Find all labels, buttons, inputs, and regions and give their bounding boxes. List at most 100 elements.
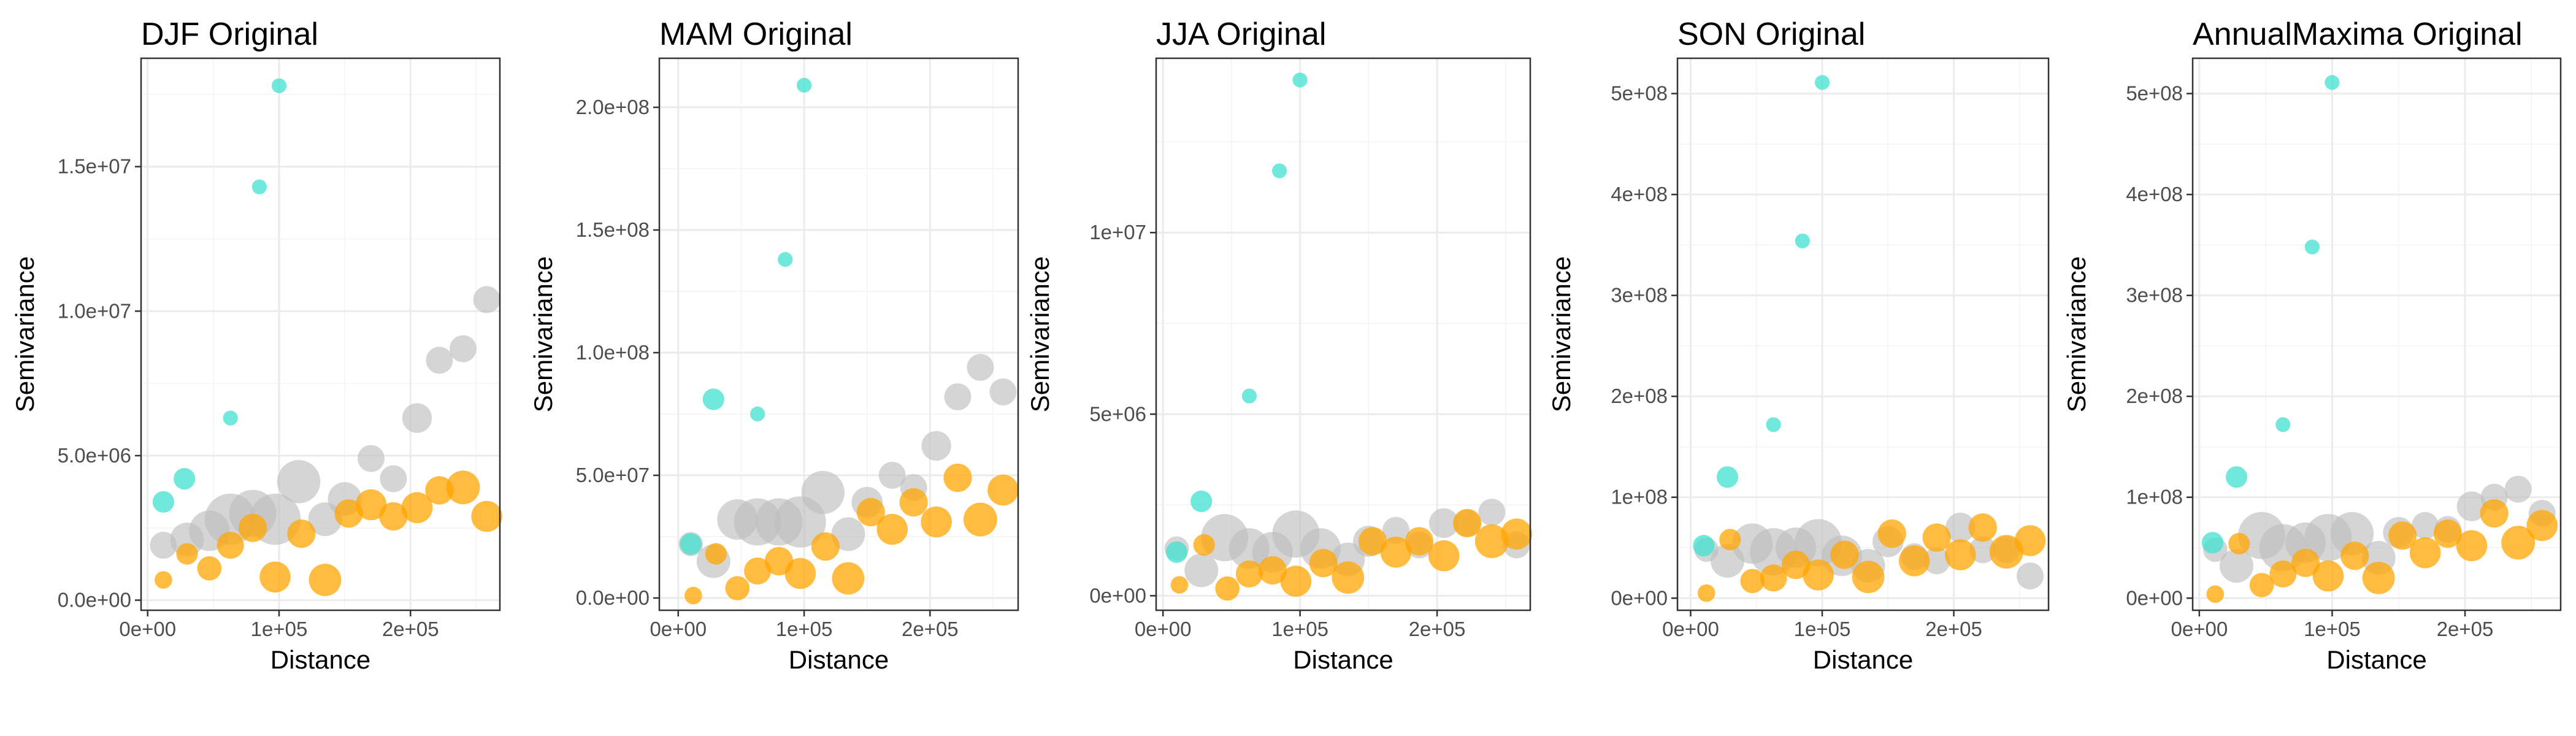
orange-data-point: [217, 532, 244, 559]
y-tick-label: 0.0e+00: [58, 589, 131, 611]
panel-title: MAM Original: [659, 17, 853, 52]
orange-data-point: [963, 502, 997, 537]
orange-data-point: [1782, 550, 1811, 580]
grey-data-point: [967, 354, 994, 381]
cyan-data-point: [271, 78, 287, 93]
x-axis-title: Distance: [789, 645, 889, 674]
y-tick-label: 4e+08: [1611, 183, 1668, 205]
orange-data-point: [446, 470, 480, 505]
y-tick-label: 1.0e+08: [576, 341, 650, 364]
cyan-data-point: [1292, 72, 1308, 88]
x-tick-label: 1e+05: [251, 618, 308, 640]
cyan-data-point: [2275, 417, 2291, 432]
orange-data-point: [784, 558, 816, 589]
orange-data-point: [2388, 521, 2417, 550]
grey-data-point: [1945, 512, 1976, 543]
grey-data-point: [402, 403, 432, 433]
grey-data-point: [2220, 549, 2253, 583]
orange-data-point: [1235, 560, 1263, 588]
cyan-data-point: [680, 533, 702, 555]
panel-border: [1676, 57, 2050, 611]
grey-data-point: [473, 286, 500, 313]
cyan-data-point: [797, 77, 812, 93]
orange-data-point: [379, 502, 408, 531]
y-tick-label: 4e+08: [2126, 183, 2183, 205]
orange-data-point: [471, 500, 502, 532]
orange-data-point: [876, 513, 908, 545]
x-tick-label: 1e+05: [2304, 618, 2361, 640]
grey-data-point: [1429, 508, 1459, 539]
grey-data-point: [2017, 562, 2044, 590]
orange-data-point: [2312, 560, 2344, 592]
orange-data-point: [2291, 548, 2320, 577]
x-tick-label: 1e+05: [1794, 618, 1851, 640]
x-tick-label: 1e+05: [1271, 618, 1328, 640]
y-tick-label: 0e+00: [2126, 586, 2183, 609]
orange-data-point: [2480, 499, 2509, 528]
y-tick-label: 0e+00: [1611, 586, 1668, 609]
orange-data-point: [239, 513, 267, 542]
panel-border: [2191, 57, 2562, 611]
orange-data-point: [1358, 527, 1387, 556]
orange-data-point: [2206, 585, 2225, 603]
orange-data-point: [2456, 530, 2488, 561]
cyan-data-point: [750, 406, 765, 422]
orange-data-point: [309, 564, 342, 596]
y-axis-title: Semivariance: [529, 256, 558, 412]
cyan-data-point: [1693, 535, 1715, 557]
grey-data-point: [380, 465, 407, 493]
y-tick-label: 1e+07: [1089, 221, 1146, 243]
orange-data-point: [1830, 540, 1859, 569]
cyan-data-point: [2304, 239, 2320, 255]
y-tick-label: 2e+08: [1611, 385, 1668, 407]
cyan-data-point: [1190, 490, 1213, 513]
orange-data-point: [425, 476, 454, 505]
orange-data-point: [1945, 539, 1976, 570]
orange-data-point: [684, 586, 702, 605]
x-tick-label: 0e+00: [119, 618, 176, 640]
y-axis-title: Semivariance: [1025, 256, 1054, 412]
orange-data-point: [1428, 540, 1460, 572]
cyan-data-point: [2325, 75, 2340, 90]
orange-data-point: [176, 543, 198, 565]
cyan-data-point: [1272, 163, 1287, 178]
orange-data-point: [1332, 561, 1365, 594]
y-tick-label: 5e+08: [2126, 82, 2183, 105]
grey-data-point: [989, 378, 1017, 405]
x-tick-label: 2e+05: [902, 618, 959, 640]
grey-data-point: [2456, 491, 2487, 521]
orange-data-point: [705, 543, 727, 565]
y-tick-label: 1.5e+08: [576, 218, 650, 241]
orange-data-point: [1697, 584, 1715, 602]
orange-data-point: [2501, 526, 2536, 560]
cyan-data-point: [1241, 388, 1257, 404]
orange-data-point: [2269, 560, 2297, 588]
orange-data-point: [744, 558, 772, 585]
y-tick-label: 2e+08: [2126, 385, 2183, 407]
orange-data-point: [1968, 513, 1997, 542]
orange-data-point: [856, 497, 885, 527]
orange-data-point: [725, 576, 750, 600]
grey-data-point: [1184, 553, 1219, 588]
orange-data-point: [1215, 576, 1240, 601]
y-tick-label: 5.0e+06: [58, 444, 131, 467]
orange-data-point: [832, 562, 865, 595]
grey-data-point: [878, 462, 906, 489]
orange-data-point: [2249, 573, 2274, 597]
orange-data-point: [2526, 510, 2558, 542]
cyan-data-point: [223, 410, 238, 426]
x-tick-label: 1e+05: [776, 618, 833, 640]
orange-data-point: [287, 519, 316, 548]
grey-data-point: [801, 470, 845, 515]
cyan-data-point: [1766, 417, 1781, 432]
orange-data-point: [811, 532, 840, 561]
orange-data-point: [1453, 508, 1482, 538]
y-tick-label: 2.0e+08: [576, 96, 650, 118]
x-axis-title: Distance: [270, 645, 370, 674]
chart-panel-4: 0e+00 1e+05 2e+05 0e+00 1e+08 2e+08 3e+08 4e+08…: [1547, 17, 2050, 674]
y-tick-label: 3e+08: [2126, 284, 2183, 307]
orange-data-point: [1474, 524, 1509, 558]
orange-data-point: [355, 489, 387, 521]
panel-title: DJF Original: [141, 17, 318, 52]
